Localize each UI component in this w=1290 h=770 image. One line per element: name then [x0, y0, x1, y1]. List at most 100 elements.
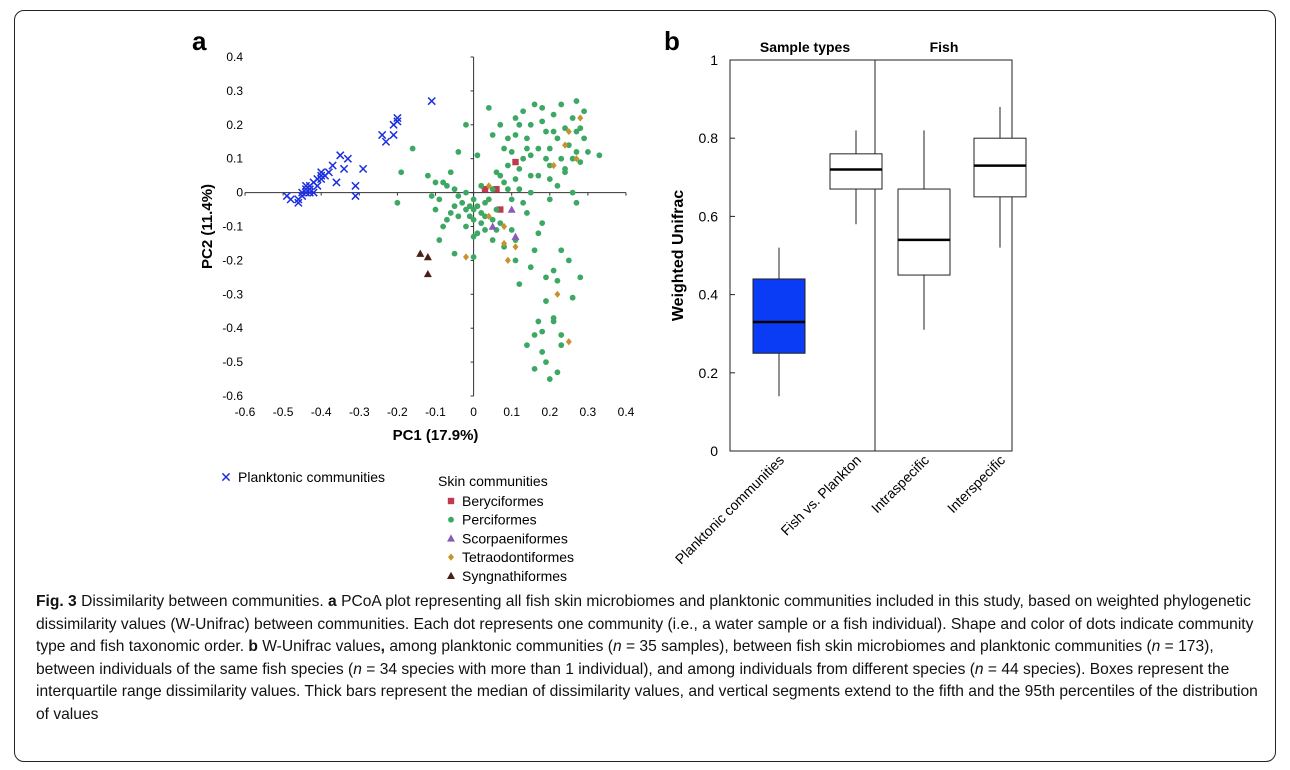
pcoa-scatter-plot: -0.6 -0.5 -0.4 -0.3 -0.2 -0.1 0 0.1 0.2 0.3 0.4 -0.… [199, 50, 635, 444]
data-point [550, 267, 557, 274]
data-point [501, 179, 507, 186]
data-point [485, 104, 492, 111]
data-point [546, 376, 553, 382]
data-point [343, 154, 353, 163]
legend-title-skin: Skin communities [438, 473, 548, 489]
data-point [489, 132, 496, 138]
legend-label-planktonic: Planktonic communities [238, 469, 385, 485]
caption-part2: PCoA plot representing all fish skin mic… [36, 593, 1254, 655]
y-tick-label: -0.1 [222, 220, 243, 234]
data-point [577, 274, 584, 281]
legend-marker-scorpaeniformes [447, 534, 455, 542]
data-point [546, 162, 553, 169]
x-tick-label: 0 [470, 405, 477, 419]
data-point [428, 193, 435, 199]
data-point [423, 253, 432, 261]
y-tick-label: 0.3 [226, 84, 243, 98]
x-tick-label: -0.2 [387, 405, 408, 419]
data-point [535, 230, 542, 237]
data-point [485, 182, 492, 190]
plot-frame [729, 59, 1013, 452]
data-point [393, 113, 402, 123]
data-point [504, 256, 511, 264]
data-point [427, 96, 436, 106]
y-tick-label: 1 [710, 52, 718, 68]
box-iqr [752, 278, 806, 354]
data-point [470, 216, 477, 223]
data-point [497, 172, 504, 179]
caption-n-2: n [1151, 638, 1161, 655]
data-point [558, 101, 565, 108]
x-tick-label: -0.1 [425, 405, 446, 419]
caption-part1: Dissimilarity between communities. [76, 593, 329, 610]
data-point [539, 118, 546, 125]
data-point [328, 161, 337, 170]
caption-n-4: n [974, 660, 984, 678]
data-point [527, 172, 534, 179]
box-iqr [897, 188, 951, 276]
data-point [512, 158, 519, 166]
category-label: Planktonic communities [672, 452, 787, 567]
data-point [531, 247, 538, 254]
data-point [550, 111, 557, 118]
category-label: Intraspecific [868, 452, 932, 516]
data-point [550, 161, 557, 170]
x-axis-label: PC1 (17.9%) [393, 427, 479, 444]
category-label: Fish vs. Plankton [777, 452, 864, 539]
data-point [573, 199, 580, 206]
caption-fig-label: Fig. 3 [36, 593, 77, 610]
data-point [398, 169, 405, 176]
legend-label-tetraodontiformes: Tetraodontiformes [462, 549, 574, 565]
data-point [527, 152, 534, 159]
data-point [451, 250, 458, 257]
data-point [565, 142, 572, 149]
y-tick-label: 0.1 [226, 152, 243, 166]
y-axis-label: Weighted Unifrac [670, 190, 687, 321]
data-point [478, 182, 485, 189]
data-point [524, 210, 530, 216]
data-point [558, 342, 565, 349]
x-tick-label: 0.3 [580, 405, 597, 419]
legend-label-perciformes: Perciformes [462, 512, 537, 528]
data-point [294, 198, 303, 207]
data-point [478, 210, 485, 216]
data-point [573, 128, 580, 135]
data-point [339, 164, 349, 174]
data-point [554, 135, 561, 142]
x-tick-label: -0.4 [311, 405, 332, 419]
y-tick-label: 0 [236, 186, 243, 200]
unifrac-box-plot: Sample types Fish 0 0.2 0.4 0.6 0.8 1 Weighted U… [670, 39, 1027, 567]
data-point [462, 253, 469, 261]
data-point [508, 196, 515, 203]
data-point [351, 181, 360, 190]
data-point [447, 210, 454, 216]
data-point [524, 145, 530, 152]
data-point [511, 232, 520, 240]
y-tick-label: -0.5 [222, 355, 243, 369]
x-tick-label: -0.3 [349, 405, 370, 419]
data-point [562, 125, 568, 132]
data-point [535, 145, 542, 152]
data-point [447, 169, 454, 176]
data-point [455, 213, 462, 220]
data-point [524, 342, 530, 349]
data-point [512, 176, 519, 182]
data-point [474, 152, 481, 159]
data-point [378, 130, 387, 140]
data-point [569, 189, 576, 196]
data-point [482, 199, 488, 206]
data-point [463, 206, 469, 213]
data-point [504, 186, 511, 193]
y-tick-label: -0.2 [222, 253, 243, 267]
data-point [489, 216, 496, 223]
pcoa-legend: Planktonic communities Skin communities Be… [221, 469, 574, 584]
data-point [554, 277, 561, 284]
box-iqr [829, 153, 883, 190]
data-point [546, 145, 553, 152]
data-point [565, 338, 572, 346]
legend-label-beryciformes: Beryciformes [462, 493, 544, 509]
data-point [516, 281, 523, 288]
data-point [309, 188, 318, 197]
data-point [577, 159, 584, 165]
data-point [554, 369, 561, 376]
